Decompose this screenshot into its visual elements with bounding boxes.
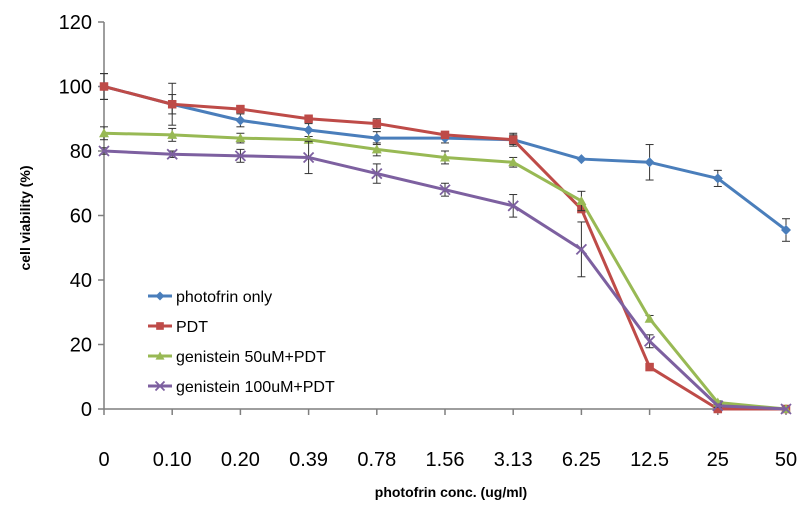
data-point bbox=[154, 380, 166, 392]
x-axis: 0 0.10 0.20 0.39 0.78 1.56 3.13 6.25 12.5 25 50 bbox=[98, 408, 797, 471]
data-point bbox=[235, 115, 246, 126]
y-axis-title: cell viability (%) bbox=[17, 165, 33, 270]
y-tick-label: 20 bbox=[70, 335, 92, 357]
y-tick-label: 60 bbox=[70, 206, 92, 228]
x-tick-label: 0 bbox=[98, 449, 109, 471]
data-point bbox=[371, 167, 383, 180]
data-point bbox=[155, 351, 165, 360]
series-layer bbox=[98, 73, 792, 415]
data-point bbox=[576, 195, 587, 205]
data-point bbox=[99, 128, 109, 138]
legend-label: genistein 50uM+PDT bbox=[176, 349, 326, 366]
x-axis-title: photofrin conc. (ug/ml) bbox=[375, 484, 527, 500]
data-point bbox=[576, 154, 587, 165]
data-point bbox=[781, 225, 791, 236]
y-tick-label: 120 bbox=[59, 12, 92, 34]
data-point bbox=[440, 152, 450, 162]
series-2 bbox=[99, 126, 791, 413]
data-point bbox=[439, 184, 451, 196]
legend-label: photofrin only bbox=[176, 289, 272, 306]
y-tick-label: 0 bbox=[81, 399, 92, 421]
legend-item: photofrin only bbox=[148, 289, 272, 306]
data-point bbox=[155, 291, 165, 301]
x-tick-label: 0.20 bbox=[221, 449, 260, 471]
data-point bbox=[99, 82, 109, 91]
data-point bbox=[372, 119, 382, 128]
series-3 bbox=[98, 140, 792, 415]
x-tick-label: 0.39 bbox=[289, 449, 328, 471]
x-tick-label: 6.25 bbox=[562, 449, 601, 471]
data-point bbox=[371, 144, 382, 154]
data-point bbox=[440, 130, 450, 140]
data-point bbox=[508, 157, 519, 167]
data-point bbox=[167, 129, 178, 139]
data-point bbox=[167, 99, 177, 109]
data-point bbox=[98, 145, 110, 157]
x-tick-label: 3.13 bbox=[494, 449, 533, 471]
data-point bbox=[712, 173, 723, 184]
data-point bbox=[575, 243, 588, 255]
legend-item: genistein 50uM+PDT bbox=[148, 349, 326, 366]
series-1 bbox=[99, 73, 791, 414]
legend-item: genistein 100uM+PDT bbox=[148, 379, 335, 396]
y-tick-label: 80 bbox=[70, 141, 92, 163]
x-tick-label: 50 bbox=[775, 449, 797, 471]
data-point bbox=[643, 335, 656, 347]
legend-label: PDT bbox=[176, 319, 208, 336]
x-tick-label: 25 bbox=[707, 449, 729, 471]
data-point bbox=[303, 125, 314, 136]
data-point bbox=[644, 313, 655, 323]
data-point bbox=[304, 114, 313, 123]
series-line bbox=[103, 131, 787, 411]
x-tick-label: 1.56 bbox=[426, 449, 465, 471]
data-point bbox=[780, 403, 792, 415]
data-point bbox=[302, 151, 315, 164]
data-point bbox=[508, 135, 518, 144]
y-tick-label: 100 bbox=[59, 77, 92, 99]
x-tick-label: 0.10 bbox=[153, 449, 192, 471]
x-tick-label: 0.78 bbox=[357, 449, 396, 471]
y-axis: 0 20 40 60 80 100 120 bbox=[59, 12, 105, 421]
data-point bbox=[236, 104, 245, 114]
data-point bbox=[712, 400, 724, 412]
data-point bbox=[507, 200, 519, 212]
data-point bbox=[156, 322, 164, 330]
data-point bbox=[235, 133, 246, 143]
data-point bbox=[645, 362, 654, 372]
legend: photofrin only PDT genistein 50uM+PDT genis… bbox=[148, 289, 335, 396]
data-point bbox=[234, 150, 247, 162]
legend-label: genistein 100uM+PDT bbox=[176, 379, 335, 396]
data-point bbox=[713, 404, 723, 414]
data-point bbox=[166, 148, 178, 160]
data-point bbox=[644, 157, 655, 168]
data-point bbox=[371, 133, 382, 144]
x-tick-label: 12.5 bbox=[630, 449, 669, 471]
legend-item: PDT bbox=[148, 319, 208, 336]
y-tick-label: 40 bbox=[70, 270, 92, 292]
